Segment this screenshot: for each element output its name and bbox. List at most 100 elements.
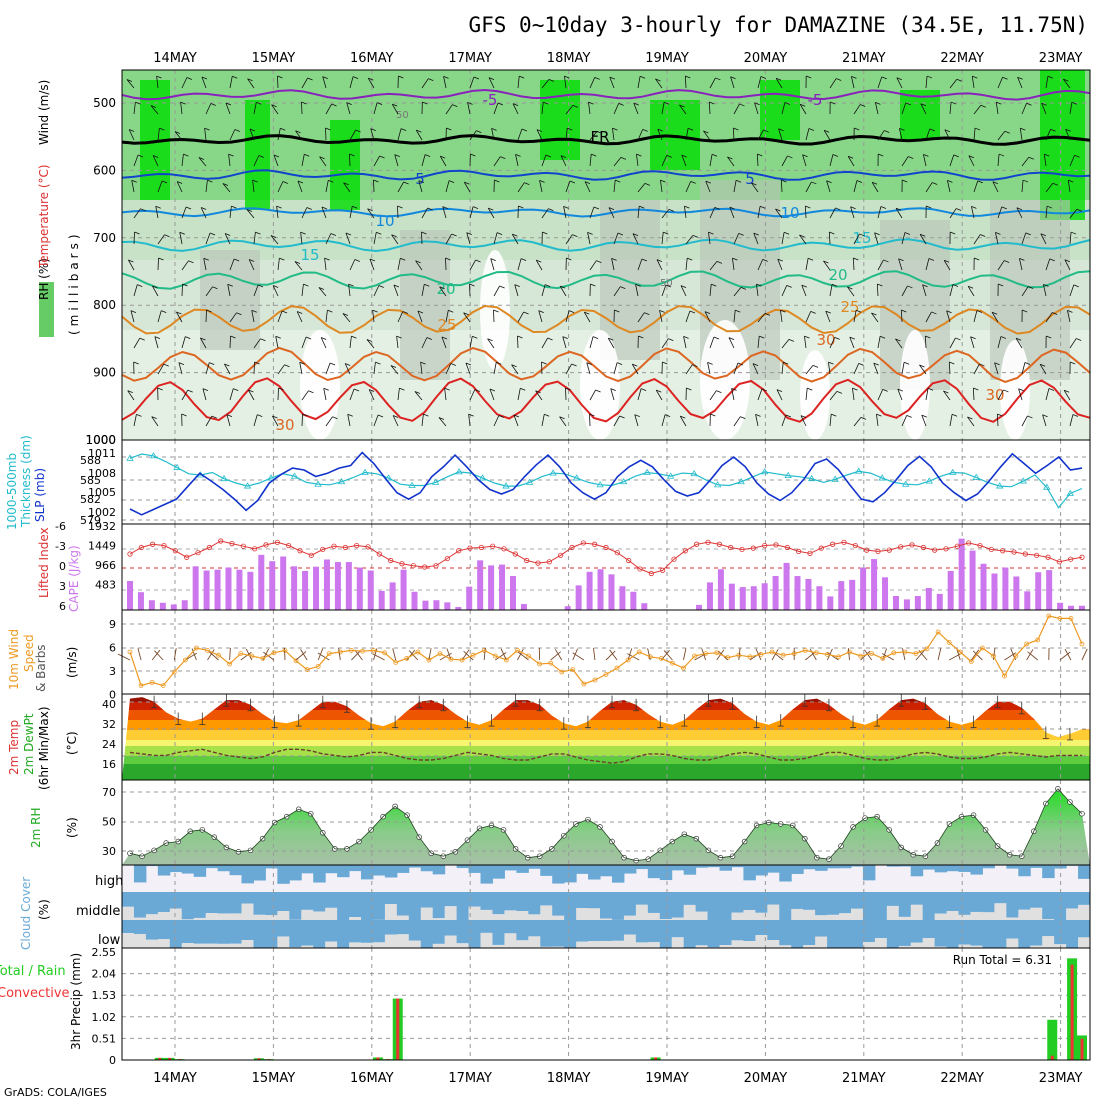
cloud-cell (743, 892, 756, 911)
cloud-gap (552, 915, 565, 920)
wind-barb (607, 337, 615, 349)
isotherm-label: 10 (780, 204, 799, 222)
cape-bar (925, 587, 932, 610)
thickness-tick-579: 579 (80, 514, 101, 527)
wind-barb (1017, 77, 1023, 89)
wind-barb (805, 258, 809, 271)
cloud-gap (122, 933, 135, 948)
cape-bar (400, 569, 407, 610)
wind-barb-flag (1041, 102, 1047, 106)
wind-barb-flag (967, 285, 974, 289)
wind-barb (226, 414, 231, 427)
wind-barb-flag (1068, 179, 1074, 183)
cloud-gap (181, 919, 195, 920)
cloud-gap (157, 912, 171, 920)
wind-barb (728, 337, 735, 349)
wind-barb-flag (802, 154, 808, 158)
cloud-cell (540, 920, 553, 947)
cloud-cell (456, 920, 470, 944)
wind-barb-flag (690, 181, 696, 184)
wind-barb (823, 260, 831, 271)
wind-barb (421, 414, 424, 427)
wind-barb-flag (233, 258, 240, 262)
wind-barb (517, 388, 521, 401)
wind-barb-flag (345, 363, 351, 366)
wind-barb-flag (729, 206, 735, 210)
wind-barb (777, 258, 783, 271)
thickness-tick-588: 588 (80, 454, 101, 467)
wind-barb-flag (644, 312, 650, 316)
wind-barb-flag (543, 101, 549, 105)
wind-barb-flag (150, 105, 157, 108)
wind-barb-flag (207, 179, 213, 183)
wind-barb (828, 362, 831, 375)
cape-bar (269, 561, 276, 610)
cloud-cell (480, 892, 493, 910)
wind-barb (781, 155, 788, 167)
wind-barb-flag (327, 309, 333, 313)
wind-barb (517, 76, 520, 89)
cloud-cell (910, 892, 924, 905)
wind-barb-flag (273, 285, 279, 288)
precip-conv-bar (1050, 1055, 1054, 1060)
wind-barb (609, 76, 615, 89)
wind-barb (563, 206, 567, 219)
wind-barb-flag (852, 387, 858, 391)
isotherm-label: 20 (436, 280, 455, 298)
cloud-cell (384, 920, 398, 935)
wind-barb-flag (705, 180, 711, 184)
cloud-cell (145, 865, 159, 867)
temp-bands (122, 697, 1090, 780)
wind-barb-flag (544, 284, 551, 287)
millibars-axis-label: (millibars) (67, 230, 81, 335)
wind-barb-flag (860, 104, 866, 107)
wind-barb (517, 335, 519, 349)
wind-barb (1019, 258, 1023, 271)
cloud-cell (444, 920, 458, 936)
wind-barb-flag (151, 416, 157, 420)
cloud-cell (181, 892, 195, 920)
wind-barb (342, 313, 351, 323)
wind-barb-flag (906, 415, 912, 418)
cloud-gap (779, 945, 792, 948)
wind-barb (877, 76, 883, 89)
cloud-cell (289, 920, 302, 948)
isotherm-label: -5 (808, 91, 823, 109)
top-date-16MAY: 16MAY (350, 51, 394, 66)
wind-barb-flag (347, 413, 353, 417)
wind-barb-flag (859, 233, 865, 237)
wind-barb-flag (882, 389, 888, 392)
precip-tick-0: 0 (109, 1054, 116, 1067)
wind-barb-flag (902, 179, 908, 183)
wind-barb-flag (707, 361, 713, 365)
wind-barb-flag (612, 127, 618, 131)
cloud-cell (623, 865, 637, 874)
wind-barb-flag (1015, 337, 1022, 341)
cape-tick-1449: 1449 (88, 540, 116, 553)
wind-barb (637, 129, 644, 141)
wind-barb-flag (1004, 130, 1010, 134)
wind-barb (1045, 129, 1051, 141)
wind-barb-flag (512, 233, 518, 237)
cloud-gap (970, 945, 983, 948)
wind-barb-flag (523, 311, 529, 315)
wind-barb-flag (322, 76, 328, 80)
wind-barb (445, 233, 452, 245)
wind-barb-flag (226, 414, 233, 417)
isotherm-label: 5 (745, 170, 755, 188)
wind-barb-flag (152, 285, 158, 289)
wind-barb (152, 155, 159, 167)
wind-barb (661, 209, 670, 219)
cape-bar (181, 600, 188, 610)
wind-barb-flag (730, 76, 736, 80)
wind-barb (752, 363, 759, 375)
cloud-gap (755, 935, 768, 948)
wind-barb (349, 336, 352, 349)
wind-barb-flag (728, 337, 735, 340)
wind-barb (300, 232, 303, 245)
wind-barb-flag (126, 79, 133, 82)
cloud-axis-label: Cloud Cover (19, 877, 33, 950)
wind-barb (1019, 128, 1023, 141)
cape-bar (838, 581, 845, 610)
